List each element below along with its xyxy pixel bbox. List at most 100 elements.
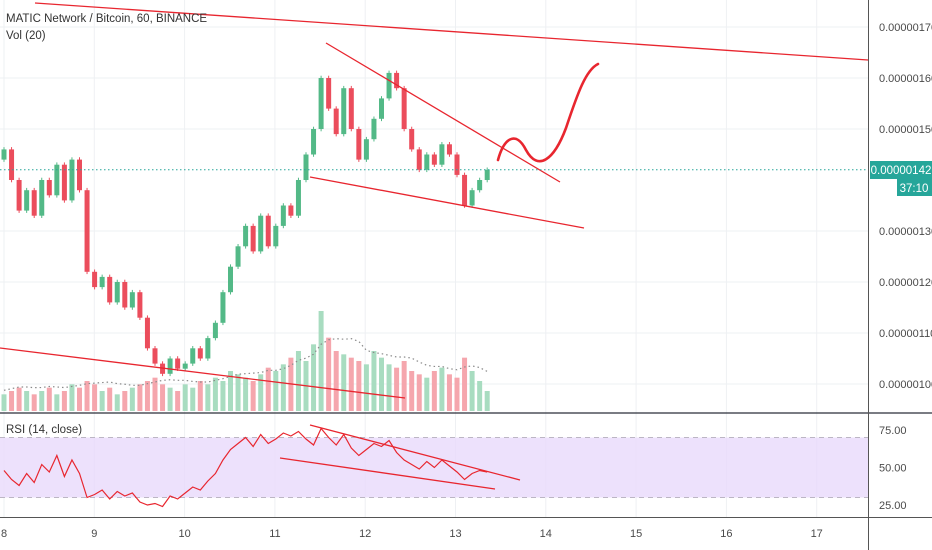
candle[interactable]: [175, 356, 181, 371]
candles[interactable]: [1, 70, 490, 377]
volume-bar: [92, 384, 98, 411]
candle-body: [379, 98, 384, 119]
candle[interactable]: [92, 269, 98, 290]
candle-body: [92, 271, 98, 288]
candle[interactable]: [243, 223, 249, 249]
candle[interactable]: [137, 289, 143, 320]
trend-drawings[interactable]: [0, 2, 869, 399]
candle[interactable]: [424, 152, 430, 173]
candle-body: [348, 88, 354, 129]
candle[interactable]: [152, 346, 158, 366]
candle[interactable]: [77, 157, 82, 193]
volume-bar: [273, 371, 279, 411]
volume-bar: [341, 354, 347, 411]
candle-body: [205, 338, 211, 359]
volume-bar: [250, 381, 256, 411]
rsi-upper-trendline[interactable]: [309, 424, 521, 481]
candle[interactable]: [356, 126, 362, 162]
candle[interactable]: [416, 147, 422, 173]
candle[interactable]: [484, 167, 490, 183]
projected-path-curve[interactable]: [496, 62, 600, 163]
volume-bar: [363, 364, 369, 411]
rsi-tick-label: 75.00: [879, 425, 907, 437]
candle[interactable]: [348, 85, 354, 132]
volume-bar: [228, 371, 233, 411]
candle[interactable]: [54, 162, 60, 198]
candle[interactable]: [235, 244, 241, 269]
candle[interactable]: [61, 162, 67, 203]
candle[interactable]: [122, 279, 128, 310]
volume-bar: [348, 357, 354, 411]
candle[interactable]: [31, 187, 37, 218]
candle[interactable]: [205, 335, 211, 361]
candle[interactable]: [341, 85, 347, 137]
candle[interactable]: [250, 223, 256, 254]
candle-body: [144, 317, 150, 349]
candle[interactable]: [379, 96, 384, 122]
time-axis[interactable]: 8 9 10 11 12 13 14 15 16 17: [1, 528, 823, 540]
candle[interactable]: [401, 85, 407, 132]
candle-body: [212, 322, 218, 339]
candle[interactable]: [99, 274, 105, 290]
wedge-lower-line[interactable]: [309, 176, 585, 229]
lower-channel-line[interactable]: [0, 347, 406, 399]
rsi-axis[interactable]: 75.00 50.00 25.00: [879, 425, 907, 512]
candle[interactable]: [311, 126, 317, 157]
candle[interactable]: [469, 187, 475, 208]
candle[interactable]: [371, 116, 377, 142]
candle[interactable]: [129, 289, 135, 310]
candle[interactable]: [220, 289, 226, 326]
candle[interactable]: [16, 177, 22, 213]
candle[interactable]: [197, 346, 203, 361]
candle[interactable]: [295, 177, 301, 218]
candle[interactable]: [46, 177, 52, 198]
candle[interactable]: [84, 187, 90, 275]
candle[interactable]: [363, 136, 369, 162]
candle[interactable]: [454, 152, 460, 178]
candle[interactable]: [439, 142, 445, 167]
candle[interactable]: [182, 361, 188, 371]
candle[interactable]: [39, 177, 45, 218]
candle[interactable]: [333, 106, 339, 137]
candle[interactable]: [1, 147, 7, 162]
candle[interactable]: [190, 346, 196, 366]
price-axis[interactable]: 0.00000170 0.00000160 0.00000150 0.00000130…: [879, 22, 932, 391]
candle[interactable]: [288, 203, 294, 218]
candle[interactable]: [114, 279, 120, 305]
candle[interactable]: [462, 172, 468, 208]
time-tick-label: 13: [449, 528, 461, 540]
candle-body: [258, 215, 264, 252]
candle[interactable]: [265, 213, 271, 249]
candle[interactable]: [273, 223, 279, 249]
rsi-lower-trendline[interactable]: [279, 457, 496, 490]
candle[interactable]: [477, 177, 483, 193]
candle[interactable]: [303, 152, 309, 183]
volume-bar: [311, 344, 317, 411]
candle[interactable]: [69, 157, 75, 203]
candle[interactable]: [394, 70, 400, 91]
candle[interactable]: [318, 75, 324, 132]
volume-bar: [152, 377, 158, 411]
candle[interactable]: [212, 320, 218, 341]
candle[interactable]: [228, 264, 233, 295]
candle-body: [129, 292, 135, 308]
time-tick-label: 15: [630, 528, 642, 540]
candle[interactable]: [9, 147, 15, 183]
candle[interactable]: [446, 142, 452, 157]
candle[interactable]: [258, 213, 264, 254]
candle-body: [265, 215, 271, 247]
candle[interactable]: [107, 274, 113, 305]
candle[interactable]: [326, 75, 332, 111]
candle[interactable]: [409, 126, 415, 152]
candle[interactable]: [431, 152, 437, 167]
candle[interactable]: [167, 356, 173, 377]
long-downtrend-line[interactable]: [34, 2, 869, 61]
rsi-trend-drawings[interactable]: [279, 424, 521, 490]
candle[interactable]: [280, 203, 286, 229]
wedge-upper-line[interactable]: [325, 42, 561, 183]
candle[interactable]: [144, 315, 150, 351]
candle[interactable]: [24, 187, 30, 213]
candle[interactable]: [386, 70, 392, 101]
